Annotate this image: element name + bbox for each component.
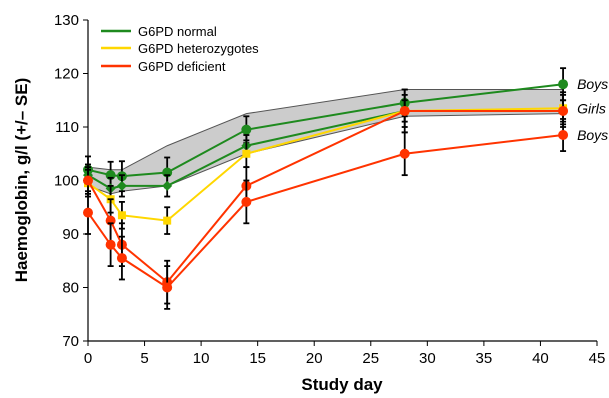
legend-label-heterozygotes: G6PD heterozygotes	[138, 41, 259, 56]
annotations: Boys Girls Boys	[577, 76, 608, 143]
y-tick-label: 100	[54, 173, 79, 190]
legend-label-normal: G6PD normal	[138, 24, 217, 39]
data-point	[116, 253, 127, 264]
data-point	[241, 124, 252, 135]
x-axis-title: Study day	[301, 375, 383, 394]
annotation-boys: Boys	[577, 127, 608, 143]
x-tick-label: 45	[589, 350, 606, 367]
y-tick-label: 70	[62, 333, 79, 350]
annotation-girls: Girls	[577, 100, 606, 116]
y-tick-label: 80	[62, 280, 79, 297]
data-point	[399, 148, 410, 159]
data-point	[558, 130, 569, 141]
series-line	[87, 109, 564, 284]
y-tick-label: 120	[54, 66, 79, 83]
x-tick-label: 30	[419, 350, 436, 367]
series-layer	[83, 67, 569, 310]
data-point	[241, 196, 252, 207]
x-tick-label: 0	[84, 350, 92, 367]
x-tick-label: 40	[532, 350, 549, 367]
ticks: 0 5 10 15 20 25 30 35 40 45 70 80 90 100 110 120 130	[54, 12, 605, 367]
data-point	[162, 180, 173, 191]
data-point	[105, 239, 116, 250]
x-tick-label: 20	[306, 350, 323, 367]
data-point	[162, 282, 173, 293]
data-point	[242, 149, 251, 158]
y-tick-label: 90	[62, 226, 79, 243]
x-tick-label: 25	[362, 350, 379, 367]
x-tick-label: 15	[249, 350, 266, 367]
annotation-boys: Boys	[577, 76, 608, 92]
x-tick-label: 5	[140, 350, 148, 367]
y-axis-title: Haemoglobin, g/l (+/– SE)	[12, 78, 31, 283]
data-point	[399, 105, 410, 116]
series-g6pd-deficient-boys	[83, 118, 569, 310]
data-point	[163, 216, 172, 225]
y-tick-label: 110	[55, 119, 79, 136]
legend: G6PD normal G6PD heterozygotes G6PD defi…	[101, 24, 259, 74]
x-tick-label: 10	[193, 350, 210, 367]
x-tick-label: 35	[476, 350, 493, 367]
data-point	[558, 79, 569, 90]
data-point	[117, 211, 126, 220]
data-point	[83, 175, 93, 186]
data-point	[558, 105, 569, 116]
y-tick-label: 130	[54, 12, 79, 29]
data-point	[83, 207, 93, 218]
data-point	[116, 180, 127, 191]
reference-band-area	[88, 89, 564, 194]
legend-label-deficient: G6PD deficient	[138, 59, 226, 74]
